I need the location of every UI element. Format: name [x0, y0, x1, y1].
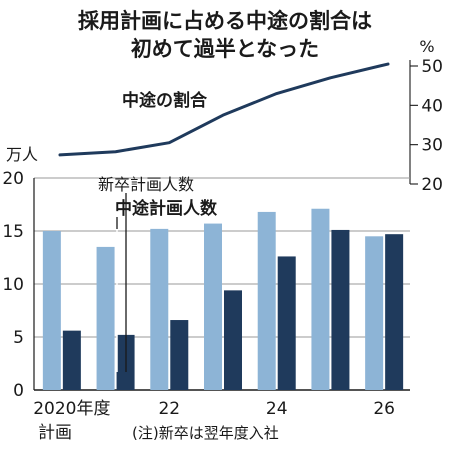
x-tick-label: 22 [158, 399, 180, 419]
ratio-tick-label: 50 [421, 57, 443, 77]
mid-career-bar [224, 290, 242, 390]
count-tick-label: 10 [2, 275, 24, 295]
chart-note: (注)新卒は翌年度入社 [132, 424, 279, 442]
new-grad-bar [204, 223, 222, 390]
count-tick-label: 5 [13, 328, 24, 348]
ratio-tick-label: 20 [421, 175, 443, 195]
new-grad-bar [257, 211, 276, 390]
mid-career-bar [277, 256, 296, 390]
mid-career-bar [331, 229, 350, 390]
mid-career-series-label: 中途計画人数 [115, 198, 218, 219]
new-grad-bar [96, 246, 115, 390]
new-grad-bar [311, 208, 330, 390]
chart-title-line-2: 初めて過半となった [131, 37, 319, 61]
ratio-line-group [58, 62, 390, 157]
x-tick-label: 2020年度 [33, 399, 110, 419]
count-axis-unit: 万人 [6, 145, 38, 164]
mid-career-bar [170, 320, 189, 390]
mid-career-bar [62, 330, 81, 390]
ratio-tick-label: 30 [421, 136, 443, 156]
ratio-tick-label: 40 [421, 96, 443, 116]
new-grad-bar [42, 231, 61, 390]
x-axis-ticks: 2020年度 22 24 26 計画 [33, 399, 395, 443]
bar-series-group [42, 208, 404, 390]
ratio-axis-unit: % [419, 37, 434, 56]
count-tick-label: 20 [2, 169, 24, 189]
x-tick-sublabel: 計画 [38, 423, 72, 443]
count-tick-label: 0 [13, 381, 24, 401]
count-tick-label: 15 [2, 222, 24, 242]
x-tick-label: 26 [373, 399, 395, 419]
x-tick-label: 24 [266, 399, 288, 419]
new-grad-bar [150, 228, 169, 390]
mid-career-bar [385, 234, 404, 390]
ratio-line [58, 62, 390, 157]
ratio-axis: 20 30 40 50 [409, 57, 443, 195]
ratio-series-label: 中途の割合 [122, 90, 208, 111]
new-grad-bar [365, 236, 384, 390]
chart-title-line-1: 採用計画に占める中途の割合は [78, 9, 372, 33]
new-grad-series-label: 新卒計画人数 [98, 175, 194, 194]
